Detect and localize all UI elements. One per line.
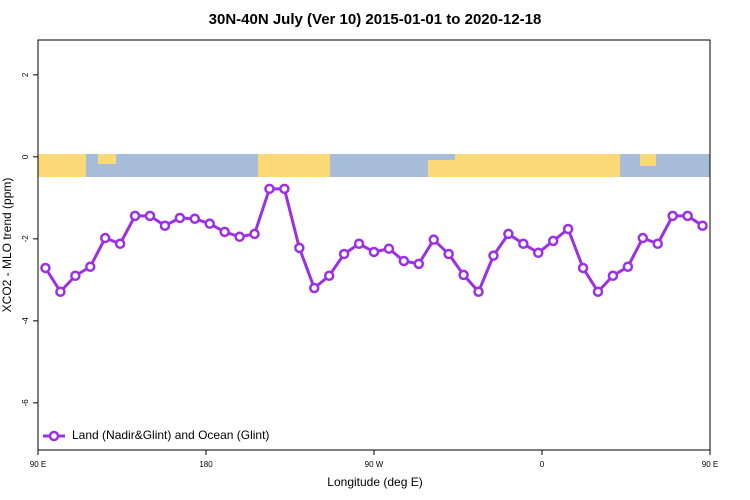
data-point [279,183,290,195]
data-point [55,286,66,297]
plot-frame [37,39,711,451]
data-point [562,223,574,235]
data-point [652,238,663,250]
data-point [503,228,514,240]
chart-title: 30N-40N July (Ver 10) 2015-01-01 to 2020… [209,11,542,28]
data-point [398,255,410,267]
data-point [174,212,186,224]
y-tick-label: -4 [21,317,30,325]
x-axis-label: Longitude (deg E) [327,475,422,489]
data-point [189,213,201,225]
data-point [204,218,215,229]
data-point [309,282,320,294]
data-point [383,243,395,254]
x-tick-label: 90 E [702,460,718,469]
data-point [159,220,171,231]
y-axis-label: XCO2 - MLO trend (ppm) [0,178,14,313]
data-point [353,238,365,250]
data-point [85,261,96,272]
data-point [607,270,619,281]
data-point [114,238,126,250]
data-point [70,270,81,281]
data-point [129,210,141,222]
data-point [473,286,484,297]
data-point [368,246,380,258]
data-point [249,228,260,240]
legend-marker [48,430,60,442]
data-point [547,235,559,247]
data-point [144,210,156,222]
data-point [99,232,111,244]
x-tick-label: 90 W [365,460,384,469]
y-tick-label: 2 [21,72,30,77]
data-point [518,238,529,250]
x-tick-label: 0 [540,460,545,469]
data-point [234,231,245,243]
data-point [458,269,469,281]
data-point [682,210,693,222]
data-point [294,242,305,254]
data-point [637,232,649,244]
x-tick-label: 90 E [30,460,46,469]
x-tick-label: 180 [199,460,213,469]
data-point [443,248,454,260]
data-point [577,262,589,274]
data-point [667,210,678,222]
data-point [592,286,604,297]
data-point [338,248,350,260]
data-point [428,234,439,245]
map-strip [38,154,710,177]
data-point [219,226,230,238]
series-line [44,187,704,294]
legend-label: Land (Nadir&Glint) and Ocean (Glint) [72,428,269,442]
data-point [413,258,425,270]
data-point [488,250,499,261]
data-point [40,262,51,274]
data-point [622,261,634,272]
y-tick-label: -2 [21,235,30,243]
y-tick-label: 0 [21,154,30,159]
data-point [697,220,708,231]
data-point [264,183,275,195]
data-point [533,247,544,259]
y-tick-label: -6 [21,399,30,407]
data-point [323,270,335,281]
